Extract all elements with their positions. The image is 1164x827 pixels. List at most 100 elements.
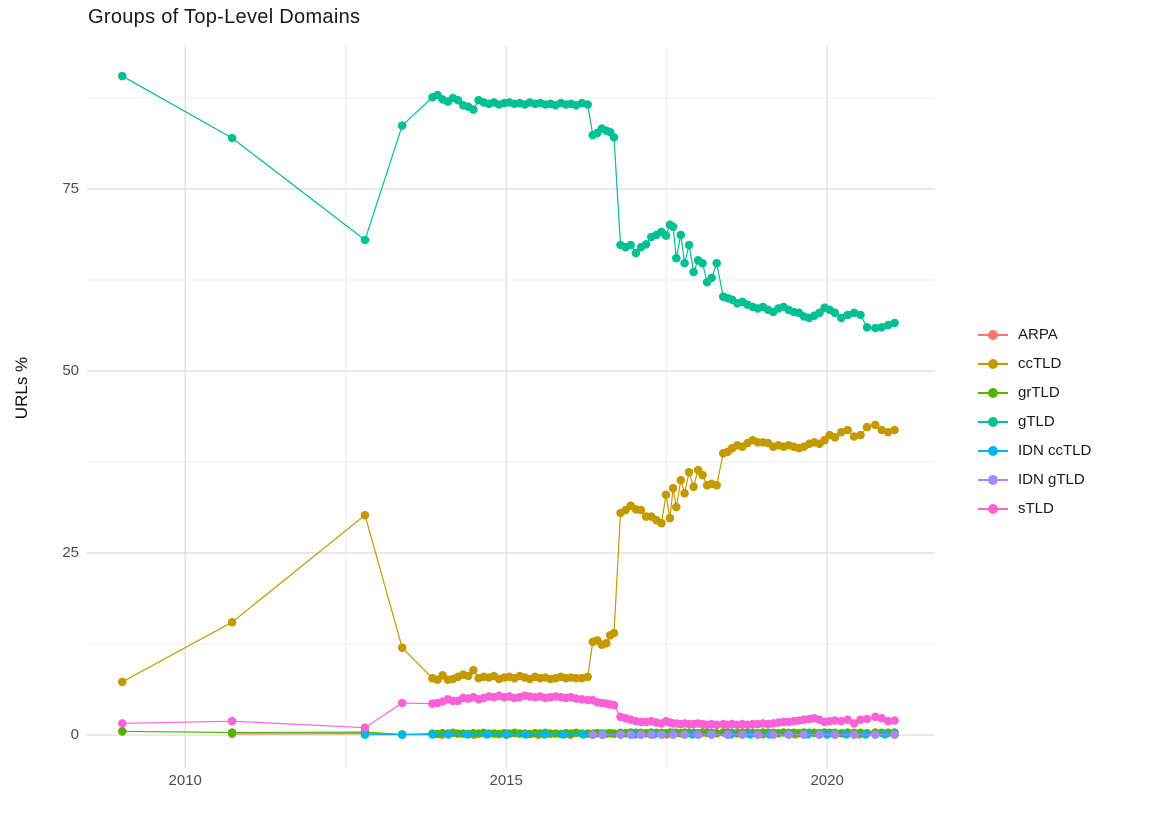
data-point: [883, 320, 893, 330]
data-point: [609, 700, 619, 710]
data-point: [856, 715, 865, 724]
y-tick-label: 75: [62, 179, 79, 197]
legend-key-icon: [978, 386, 1008, 400]
data-point: [657, 730, 666, 739]
data-point: [444, 730, 453, 739]
data-point: [609, 729, 619, 738]
data-point: [636, 505, 646, 515]
x-tick-label: 2015: [489, 772, 523, 789]
data-point: [862, 422, 872, 432]
legend-item-idn-gtld: IDN gTLD: [978, 465, 1091, 494]
data-point: [118, 677, 127, 687]
data-point: [588, 730, 598, 740]
data-point: [830, 308, 840, 318]
data-point: [665, 513, 675, 523]
data-point: [227, 716, 237, 726]
data-point: [360, 510, 370, 520]
legend-label: gTLD: [1018, 413, 1055, 430]
data-point: [871, 323, 880, 333]
y-tick-label: 0: [70, 726, 79, 744]
legend-item-grtld: grTLD: [978, 378, 1091, 407]
data-point: [598, 730, 607, 740]
data-point: [698, 470, 707, 480]
data-point: [689, 482, 698, 492]
data-point: [843, 425, 852, 435]
data-point: [578, 730, 588, 739]
data-point: [871, 420, 880, 430]
legend-item-idn-cctld: IDN ccTLD: [978, 436, 1091, 465]
legend-label: ccTLD: [1018, 355, 1062, 372]
data-point: [830, 433, 840, 442]
series-idn-gtld: [588, 730, 899, 740]
data-point: [871, 730, 880, 739]
legend-key-icon: [978, 444, 1008, 458]
data-point: [684, 467, 694, 477]
legend: ARPA ccTLD grTLD gTLD IDN ccTLD IDN gTLD sTLD: [978, 320, 1091, 523]
data-point: [843, 715, 852, 724]
y-tick-label: 50: [62, 361, 79, 379]
legend-key-dot: [988, 416, 998, 427]
legend-key-dot: [988, 503, 998, 514]
data-point: [837, 313, 846, 323]
legend-item-cctld: ccTLD: [978, 349, 1091, 378]
data-point: [469, 665, 478, 675]
legend-key-dot: [988, 474, 998, 485]
data-point: [680, 489, 689, 498]
data-point: [890, 425, 899, 435]
data-point: [668, 222, 678, 232]
data-point: [583, 672, 592, 682]
data-point: [698, 258, 707, 268]
data-point: [890, 318, 899, 328]
data-point: [668, 483, 678, 493]
series-line: [122, 75, 895, 329]
data-point: [856, 430, 865, 440]
data-point: [609, 133, 619, 142]
data-point: [676, 230, 686, 240]
data-point: [636, 730, 646, 739]
data-point: [602, 639, 611, 648]
legend-key-dot: [988, 445, 998, 456]
data-point: [693, 730, 703, 739]
data-point: [890, 730, 899, 739]
data-point: [469, 105, 478, 114]
data-point: [463, 730, 473, 739]
legend-key-icon: [978, 357, 1008, 371]
data-point: [799, 730, 809, 739]
legend-key-dot: [988, 329, 998, 340]
data-point: [689, 267, 698, 277]
data-point: [753, 730, 763, 739]
data-point: [680, 258, 689, 268]
data-point: [661, 490, 671, 500]
data-point: [397, 643, 407, 652]
data-point: [676, 475, 686, 485]
data-point: [118, 727, 127, 736]
data-point: [397, 121, 407, 130]
x-tick-label: 2010: [168, 772, 202, 789]
data-point: [877, 714, 886, 723]
data-point: [862, 714, 872, 724]
data-point: [830, 716, 840, 725]
data-point: [118, 71, 127, 81]
data-point: [626, 730, 635, 739]
legend-key-icon: [978, 328, 1008, 342]
data-point: [227, 133, 237, 143]
chart-title: Groups of Top-Level Domains: [88, 6, 361, 28]
data-point: [464, 671, 473, 681]
data-point: [712, 720, 721, 730]
data-point: [883, 716, 893, 726]
data-point: [849, 730, 859, 739]
series-cctld: [118, 420, 899, 687]
data-point: [482, 730, 492, 739]
data-point: [815, 730, 824, 739]
data-point: [609, 628, 619, 638]
legend-key-icon: [978, 415, 1008, 429]
data-point: [559, 730, 569, 739]
x-tick-label: 2020: [810, 772, 844, 789]
data-point: [360, 723, 370, 732]
legend-label: grTLD: [1018, 384, 1060, 401]
data-point: [583, 100, 592, 109]
series-gtld: [118, 71, 899, 333]
data-point: [712, 258, 721, 268]
data-point: [657, 518, 666, 528]
data-point: [723, 730, 732, 739]
